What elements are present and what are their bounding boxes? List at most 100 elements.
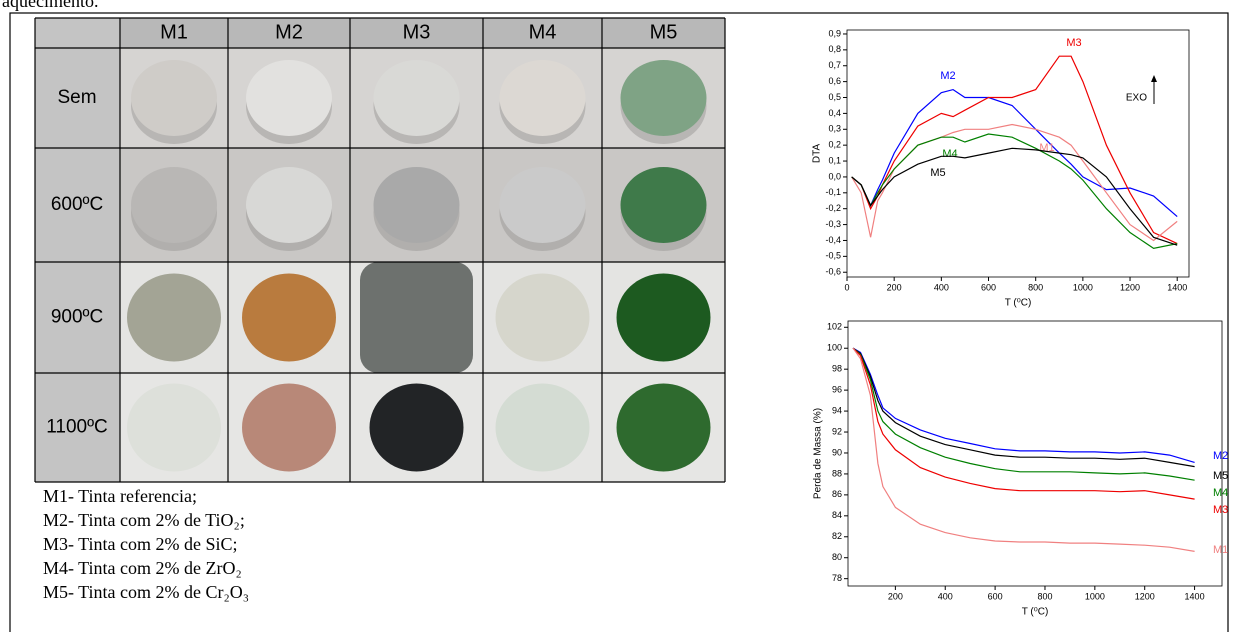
notes: M1- Tinta referencia; M2- Tinta com 2% de… bbox=[43, 486, 249, 602]
sample bbox=[131, 167, 217, 243]
series-label: M5 bbox=[1213, 470, 1228, 482]
y-tick-label: 0,0 bbox=[828, 171, 841, 181]
column-header: M1 bbox=[160, 21, 188, 43]
data-line bbox=[853, 348, 1195, 480]
sample bbox=[621, 167, 707, 243]
row-header: 1100ºC bbox=[46, 417, 108, 438]
sample bbox=[374, 60, 460, 136]
series-label: M2 bbox=[940, 70, 955, 82]
x-tick-label: 1000 bbox=[1085, 591, 1105, 601]
y-tick-label: 0,3 bbox=[828, 124, 841, 134]
x-tick-label: 1000 bbox=[1073, 282, 1093, 292]
sample bbox=[246, 60, 332, 136]
y-tick-label: 90 bbox=[832, 447, 842, 457]
note: M5- Tinta com 2% de Cr₂O₃ bbox=[43, 582, 249, 602]
x-tick-label: 400 bbox=[938, 591, 953, 601]
plot-frame bbox=[848, 321, 1222, 586]
x-tick-label: 1400 bbox=[1185, 591, 1205, 601]
note: M3- Tinta com 2% de SiC; bbox=[43, 534, 238, 554]
sample bbox=[360, 262, 473, 373]
y-tick-label: 78 bbox=[832, 573, 842, 583]
y-axis-label: Perda de Massa (%) bbox=[813, 408, 824, 499]
y-tick-label: 94 bbox=[832, 405, 842, 415]
column-header: M3 bbox=[403, 21, 431, 43]
y-tick-label: 100 bbox=[827, 343, 842, 353]
sample bbox=[496, 384, 590, 472]
row-header: Sem bbox=[57, 87, 96, 108]
data-line bbox=[853, 348, 1195, 551]
sample bbox=[127, 384, 221, 472]
sample bbox=[131, 60, 217, 136]
y-tick-label: -0,4 bbox=[825, 235, 841, 245]
y-tick-label: 92 bbox=[832, 426, 842, 436]
row-header: 600ºC bbox=[51, 194, 103, 215]
sample bbox=[617, 384, 711, 472]
sample bbox=[500, 60, 586, 136]
data-line bbox=[852, 90, 1177, 217]
y-tick-label: 0,4 bbox=[828, 108, 841, 118]
y-tick-label: 0,6 bbox=[828, 76, 841, 86]
x-tick-label: 600 bbox=[988, 591, 1003, 601]
y-tick-label: 96 bbox=[832, 385, 842, 395]
y-tick-label: 0,9 bbox=[828, 28, 841, 38]
series-label: M3 bbox=[1213, 504, 1228, 516]
sample bbox=[242, 274, 336, 362]
figure: aquecimento. M1 M2 M3 M4 M5 Sem 600ºC 900ºC 1100… bbox=[0, 0, 1235, 632]
row-header: 900ºC bbox=[51, 307, 103, 328]
column-header: M5 bbox=[650, 21, 678, 43]
sample bbox=[246, 167, 332, 243]
y-tick-label: 0,1 bbox=[828, 155, 841, 165]
x-tick-label: 1200 bbox=[1135, 591, 1155, 601]
y-tick-label: 0,2 bbox=[828, 140, 841, 150]
series-label: M3 bbox=[1066, 37, 1081, 49]
x-axis-label: T (⁰C) bbox=[1022, 607, 1049, 618]
annotation-arrowhead bbox=[1151, 75, 1157, 82]
y-tick-label: -0,3 bbox=[825, 219, 841, 229]
note: M2- Tinta com 2% de TiO₂; bbox=[43, 510, 245, 530]
column-header: M2 bbox=[275, 21, 303, 43]
x-tick-label: 0 bbox=[844, 282, 849, 292]
series-label: M4 bbox=[942, 148, 957, 160]
header-text: aquecimento. bbox=[2, 0, 98, 11]
sample bbox=[621, 60, 707, 136]
data-line bbox=[853, 348, 1195, 462]
y-tick-label: 0,5 bbox=[828, 92, 841, 102]
y-tick-label: -0,1 bbox=[825, 187, 841, 197]
sample bbox=[370, 384, 464, 472]
data-line bbox=[853, 348, 1195, 466]
sample bbox=[374, 167, 460, 243]
sample bbox=[500, 167, 586, 243]
series-label: M1 bbox=[1213, 544, 1228, 556]
column-header: M4 bbox=[529, 21, 557, 43]
annotation: EXO bbox=[1126, 93, 1147, 104]
series-label: M2 bbox=[1213, 450, 1228, 462]
y-tick-label: 102 bbox=[827, 322, 842, 332]
y-tick-label: 80 bbox=[832, 552, 842, 562]
y-tick-label: 84 bbox=[832, 510, 842, 520]
sample bbox=[242, 384, 336, 472]
y-tick-label: 86 bbox=[832, 489, 842, 499]
x-tick-label: 1400 bbox=[1167, 282, 1187, 292]
x-tick-label: 400 bbox=[934, 282, 949, 292]
note: M4- Tinta com 2% de ZrO₂ bbox=[43, 558, 242, 578]
x-tick-label: 1200 bbox=[1120, 282, 1140, 292]
series-label: M4 bbox=[1213, 487, 1228, 499]
page: {"header": {"text": "aquecimento."}, "ta… bbox=[0, 0, 1235, 632]
y-tick-label: -0,5 bbox=[825, 251, 841, 261]
series-label: M5 bbox=[930, 167, 945, 179]
x-tick-label: 800 bbox=[1028, 282, 1043, 292]
x-tick-label: 200 bbox=[887, 282, 902, 292]
y-tick-label: -0,6 bbox=[825, 267, 841, 277]
x-tick-label: 800 bbox=[1037, 591, 1052, 601]
y-tick-label: 0,8 bbox=[828, 44, 841, 54]
data-line bbox=[853, 348, 1195, 499]
x-axis-label: T (⁰C) bbox=[1005, 298, 1032, 309]
y-tick-label: -0,2 bbox=[825, 203, 841, 213]
sample bbox=[496, 274, 590, 362]
x-tick-label: 200 bbox=[888, 591, 903, 601]
data-line bbox=[852, 56, 1177, 243]
note: M1- Tinta referencia; bbox=[43, 486, 197, 506]
x-tick-label: 600 bbox=[981, 282, 996, 292]
photo-grid: M1 M2 M3 M4 M5 Sem 600ºC 900ºC 1100ºC bbox=[35, 18, 725, 482]
